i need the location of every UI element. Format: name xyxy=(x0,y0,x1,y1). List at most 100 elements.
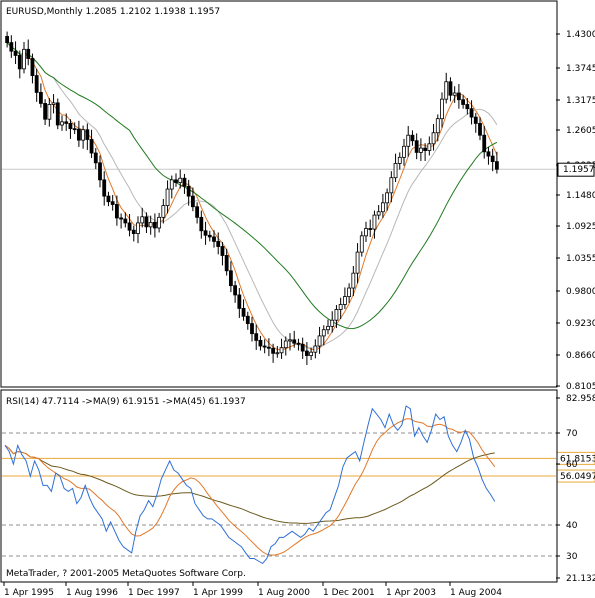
price-tick-label: 1.3745 xyxy=(566,64,595,74)
time-tick-label: 1 Aug 2000 xyxy=(258,588,310,598)
rsi-tick-label: 82.9585 xyxy=(566,394,595,404)
rsi-line xyxy=(4,405,496,565)
candle xyxy=(271,347,276,354)
price-tick-label: 1.0355 xyxy=(566,254,595,264)
candle xyxy=(186,185,191,197)
candle xyxy=(228,270,233,287)
candle xyxy=(51,102,56,105)
candle xyxy=(300,343,305,352)
rsi-lines xyxy=(4,405,496,565)
candle xyxy=(296,342,301,345)
time-tick-label: 1 Apr 1995 xyxy=(4,588,54,598)
rsi-tick-label: 70 xyxy=(566,429,578,439)
candle xyxy=(266,346,271,349)
time-tick-label: 1 Aug 1996 xyxy=(66,588,118,598)
candle xyxy=(93,152,98,164)
candle xyxy=(169,179,174,190)
candle xyxy=(81,129,86,141)
candle xyxy=(216,241,221,247)
candle xyxy=(110,201,115,205)
candle xyxy=(452,92,457,96)
candle xyxy=(423,147,428,151)
candle xyxy=(140,216,145,224)
candle xyxy=(275,352,280,355)
candle xyxy=(364,228,368,237)
candle xyxy=(9,42,14,52)
candle xyxy=(144,216,149,228)
candle xyxy=(435,118,440,134)
candle xyxy=(60,121,64,126)
candle xyxy=(313,345,318,353)
time-tick-label: 1 Apr 2003 xyxy=(386,588,436,598)
candle xyxy=(347,287,352,298)
candle xyxy=(212,236,216,242)
candle xyxy=(473,116,478,124)
candle xyxy=(465,104,470,110)
candle xyxy=(494,161,499,170)
candle xyxy=(203,230,208,236)
candle xyxy=(165,188,170,207)
candle xyxy=(334,309,339,321)
price-tick-label: 1.2605 xyxy=(566,126,595,136)
candle xyxy=(127,222,132,231)
candle xyxy=(283,340,288,349)
moving-average-line xyxy=(6,42,498,349)
candle xyxy=(38,92,43,104)
candle xyxy=(106,195,111,203)
rsi-levels: 61.8153 56.0497 xyxy=(2,451,595,483)
candle xyxy=(292,339,297,344)
time-tick-label: 1 Aug 2004 xyxy=(450,588,502,598)
candle xyxy=(461,99,466,105)
fib-level-label: 61.8153 xyxy=(560,454,595,464)
candle xyxy=(43,103,48,120)
candle xyxy=(76,128,81,141)
candle xyxy=(250,323,254,335)
candle xyxy=(418,147,423,153)
candle xyxy=(241,308,246,317)
candle xyxy=(220,246,225,256)
candle xyxy=(385,192,390,204)
candle xyxy=(22,48,26,70)
candle xyxy=(161,205,166,218)
price-tick-label: 1.0925 xyxy=(566,222,595,232)
candle xyxy=(372,214,377,230)
candle xyxy=(207,234,212,238)
candle xyxy=(199,216,204,232)
candle xyxy=(55,102,60,126)
candle xyxy=(490,155,495,163)
candle xyxy=(359,235,364,253)
candle xyxy=(330,319,335,327)
time-tick-label: 1 Dec 1997 xyxy=(128,588,180,598)
candle xyxy=(288,339,292,342)
candle xyxy=(262,345,267,348)
candle xyxy=(444,81,449,100)
candle xyxy=(448,81,453,96)
candle xyxy=(178,177,183,183)
candle xyxy=(431,132,436,145)
candle xyxy=(254,333,259,341)
candle xyxy=(224,255,229,272)
candle xyxy=(17,55,22,70)
rsi-tick-label: 60 xyxy=(566,460,578,470)
candle xyxy=(195,206,200,218)
rsi-tick-label: 21.1324 xyxy=(566,574,595,584)
rsi-grid xyxy=(2,432,556,557)
candle xyxy=(486,151,491,157)
rsi-pane xyxy=(0,389,558,583)
candle xyxy=(157,216,162,229)
candle xyxy=(351,272,356,289)
candle xyxy=(123,218,128,224)
price-tick-label: 0.9230 xyxy=(566,319,595,329)
candle xyxy=(389,177,394,194)
candle xyxy=(279,347,284,354)
candle xyxy=(72,128,77,131)
candle xyxy=(47,104,52,120)
candle xyxy=(402,145,406,158)
price-tick-label: 0.9800 xyxy=(566,287,595,297)
fib-level-label: 56.0497 xyxy=(560,472,595,482)
candle xyxy=(64,121,69,124)
price-candles xyxy=(5,31,499,366)
candle xyxy=(190,195,195,208)
candle xyxy=(304,350,309,356)
